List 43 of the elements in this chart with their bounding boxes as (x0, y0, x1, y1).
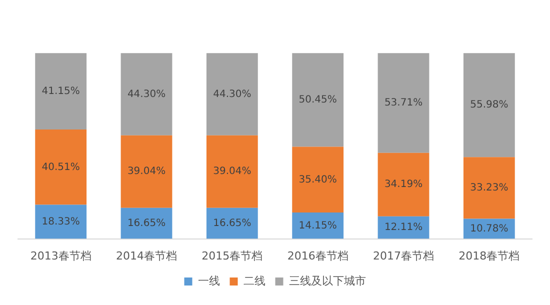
bar (120, 208, 172, 239)
bar (206, 208, 258, 239)
data-label: 10.78% (470, 223, 508, 234)
data-label: 50.45% (298, 94, 337, 106)
data-label: 33.23% (470, 182, 508, 194)
bar (292, 53, 344, 147)
data-label: 18.33% (42, 216, 80, 228)
bar (292, 146, 344, 213)
data-label: 12.11% (384, 222, 423, 234)
x-tick-label: 2016春节档 (287, 249, 348, 262)
bar (35, 204, 87, 239)
data-label: 16.65% (127, 218, 166, 229)
data-label: 14.15% (298, 220, 337, 232)
bar (120, 135, 172, 208)
bar (35, 130, 87, 205)
bar (206, 53, 258, 136)
data-label: 34.19% (384, 179, 423, 190)
x-tick-label: 2018春节档 (458, 249, 520, 262)
bar (292, 212, 344, 239)
legend-label: 三线及以下城市 (288, 274, 366, 288)
data-label: 44.30% (127, 88, 166, 100)
data-label: 41.15% (42, 86, 80, 97)
data-label: 35.40% (298, 174, 337, 186)
x-tick-label: 2017春节档 (373, 249, 434, 262)
bar (378, 152, 430, 216)
bar (378, 53, 430, 153)
data-label: 53.71% (384, 98, 423, 109)
data-label: 44.30% (213, 88, 252, 100)
data-label: 40.51% (42, 162, 80, 173)
x-tick-label: 2015春节档 (202, 249, 263, 262)
bar (463, 157, 515, 219)
legend-label: 二线 (243, 274, 266, 288)
bar (35, 53, 87, 130)
data-label: 39.04% (127, 166, 166, 178)
bar (206, 135, 258, 208)
legend-label: 一线 (198, 274, 220, 288)
x-tick-label: 2013春节档 (30, 249, 92, 262)
bar (120, 53, 172, 136)
x-tick-label: 2014春节档 (116, 249, 177, 262)
data-label: 55.98% (470, 100, 508, 111)
data-label: 16.65% (213, 218, 252, 229)
data-label: 39.04% (213, 166, 252, 178)
bar (463, 53, 515, 158)
